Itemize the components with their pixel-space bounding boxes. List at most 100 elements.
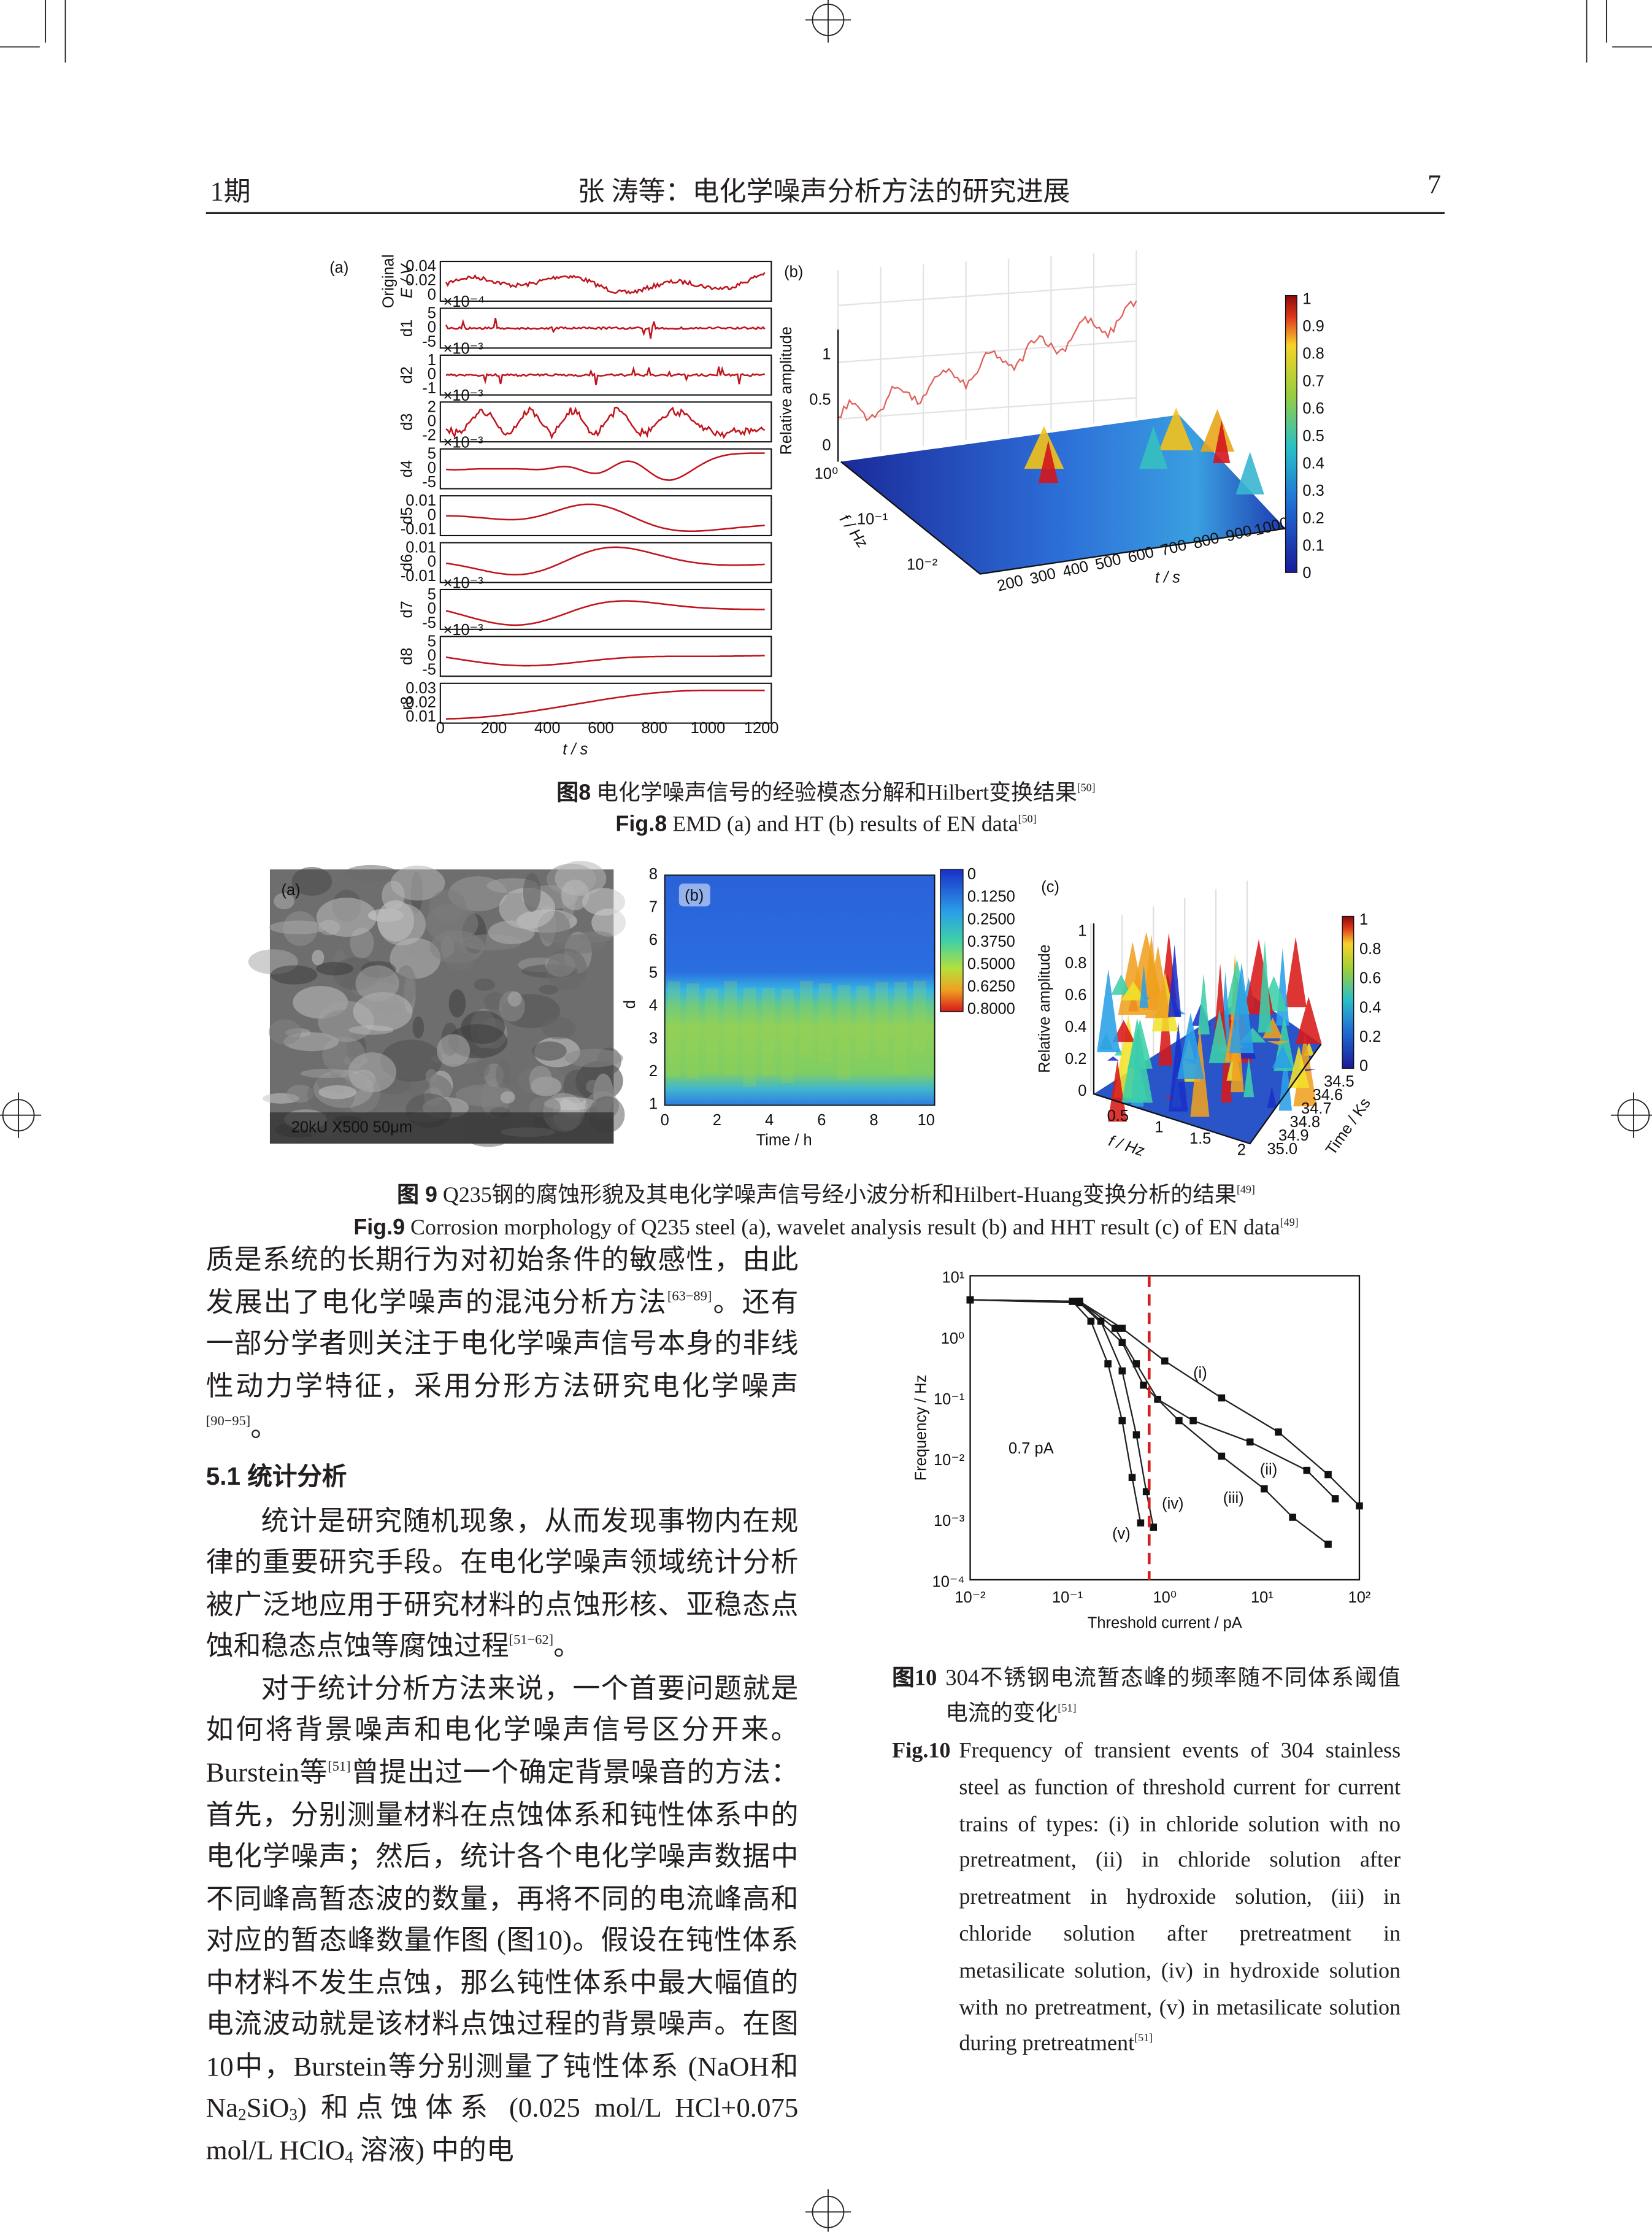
z-axis-label: Relative amplitude <box>778 326 795 455</box>
curve-marker <box>1218 1452 1226 1460</box>
signal-trace <box>445 503 765 533</box>
micrograph-texture <box>344 864 398 882</box>
caption: Fig.10 Frequency of transient events of 3… <box>892 1733 1400 2063</box>
y-tick-label: 3 <box>649 1030 658 1047</box>
colorbar-tick-label: 0.1250 <box>967 888 1015 906</box>
plot-frame <box>439 542 772 583</box>
heatmap-texture <box>667 981 681 1078</box>
heatmap-texture <box>818 983 832 1063</box>
curve <box>970 1299 1336 1499</box>
colorbar-tick-label: 0.5000 <box>967 955 1015 972</box>
heatmap-texture <box>724 981 737 1076</box>
curve-marker <box>1150 1523 1158 1531</box>
micrograph-texture <box>445 952 474 971</box>
x-tick-label: 10⁰ <box>1153 1589 1177 1606</box>
surface-spike <box>1145 945 1171 1018</box>
caption-text: Frequency of transient events of 304 sta… <box>959 1739 1401 2057</box>
surface-spike <box>1258 940 1272 1033</box>
y-tick-label: -5 <box>422 474 436 491</box>
y-tick-label: 1 <box>649 1096 658 1113</box>
x-tick-label: 4 <box>765 1112 774 1129</box>
axis-line <box>840 461 1286 575</box>
micrograph-texture <box>586 1079 600 1093</box>
annotation: (iii) <box>1223 1490 1244 1507</box>
micrograph-texture <box>474 978 496 991</box>
caption-label: Fig.9 <box>353 1216 405 1241</box>
micrograph-texture <box>448 989 466 1018</box>
curve-marker <box>1111 1325 1119 1332</box>
annotation: (v) <box>1112 1525 1131 1542</box>
x-tick-label: 10⁻² <box>955 1589 985 1606</box>
colorbar-tick-label: 0.4 <box>1302 455 1324 472</box>
curve-marker <box>1132 1431 1140 1439</box>
y-tick-label: 8 <box>649 866 658 883</box>
y-axis-label: d2 <box>399 366 416 383</box>
y-tick-label: 5 <box>649 964 658 982</box>
heatmap-texture <box>743 987 756 1087</box>
caption-label: 图10 <box>892 1666 937 1691</box>
caption: Fig.9 Corrosion morphology of Q235 steel… <box>0 1216 1652 1242</box>
y-tick-label: 0 <box>428 600 436 617</box>
subscript: 3 <box>289 2106 298 2125</box>
surface-peak <box>1200 409 1235 452</box>
curve-marker <box>1137 1519 1145 1527</box>
curve-marker <box>1118 1339 1126 1346</box>
colorbar-tick-label: 0.4 <box>1359 999 1381 1016</box>
panel-label: (a) <box>281 882 300 899</box>
y-tick-label: 35.0 <box>1267 1141 1297 1158</box>
x-tick-label: 8 <box>869 1112 878 1129</box>
x-tick-label: 1000 <box>691 720 726 737</box>
caption-label: 图 9 <box>397 1183 437 1208</box>
heatmap-texture <box>875 982 888 1058</box>
y-axis-label: Frequency / Hz <box>913 1375 930 1481</box>
caption-text: 304不锈钢电流暂态峰的频率随不同体系阈值电流的变化 <box>945 1666 1401 1726</box>
colorbar-tick-label: 0.2500 <box>967 910 1015 928</box>
signal-trace <box>445 600 765 626</box>
y-tick-label: 34.5 <box>1324 1073 1354 1090</box>
surface-spike <box>1262 1017 1283 1039</box>
y-tick-label: 34.9 <box>1278 1127 1309 1144</box>
plot-frame <box>439 588 772 630</box>
citation: [50] <box>1077 781 1096 794</box>
z-tick-label: 0 <box>1078 1082 1086 1099</box>
surface-peak <box>1159 407 1194 451</box>
surface-spike <box>1112 1020 1135 1042</box>
micrograph-texture <box>474 1057 490 1077</box>
y-tick-label: 34.8 <box>1290 1114 1321 1131</box>
z-axis-label: Relative amplitude <box>1036 944 1053 1073</box>
y-tick-label: 0 <box>428 286 436 303</box>
panel-label: (b) <box>784 264 803 281</box>
curve-marker <box>1275 1428 1282 1436</box>
y-axis-label: d5 <box>399 507 416 524</box>
micrograph-texture <box>318 1085 356 1099</box>
y-tick-label: 0 <box>428 460 436 477</box>
curve-marker <box>1076 1298 1083 1305</box>
curve-marker <box>1324 1541 1332 1548</box>
surface-spike <box>1168 944 1181 1017</box>
curve-marker <box>1175 1417 1183 1425</box>
y-axis-label: E / V <box>399 263 416 298</box>
y-axis-label: d3 <box>399 414 416 431</box>
heatmap-texture <box>913 980 926 1053</box>
heatmap-texture <box>837 985 851 1080</box>
curve-marker <box>1303 1466 1311 1474</box>
y-tick-label: -2 <box>422 427 436 444</box>
section-heading: 5.1 统计分析 <box>206 1461 347 1490</box>
plot-frame <box>439 354 772 396</box>
surface-spike <box>1121 1017 1153 1103</box>
colorbar-tick-label: 0.8 <box>1302 345 1324 363</box>
text-run: 溶液) 中的电 <box>353 2136 514 2167</box>
colorbar-tick-label: 0.8 <box>1359 941 1381 958</box>
body-text: 质是系统的长期行为对初始条件的敏感性，由此发展出了电化学噪声的混沌分析方法[63… <box>206 1240 799 2172</box>
scale-bar-text: 20kU X500 50μm <box>291 1119 412 1136</box>
surface-spike <box>1267 1086 1277 1108</box>
surface-spike <box>1111 974 1131 995</box>
x-tick-label: 800 <box>641 720 667 737</box>
grid-line <box>838 283 1137 307</box>
micrograph-texture <box>291 867 332 896</box>
y-tick-label: 4 <box>649 997 658 1014</box>
surface-spike <box>1177 1012 1204 1079</box>
micrograph-texture <box>348 1052 397 1093</box>
micrograph-texture <box>564 1049 623 1068</box>
micrograph-texture <box>353 992 413 1031</box>
